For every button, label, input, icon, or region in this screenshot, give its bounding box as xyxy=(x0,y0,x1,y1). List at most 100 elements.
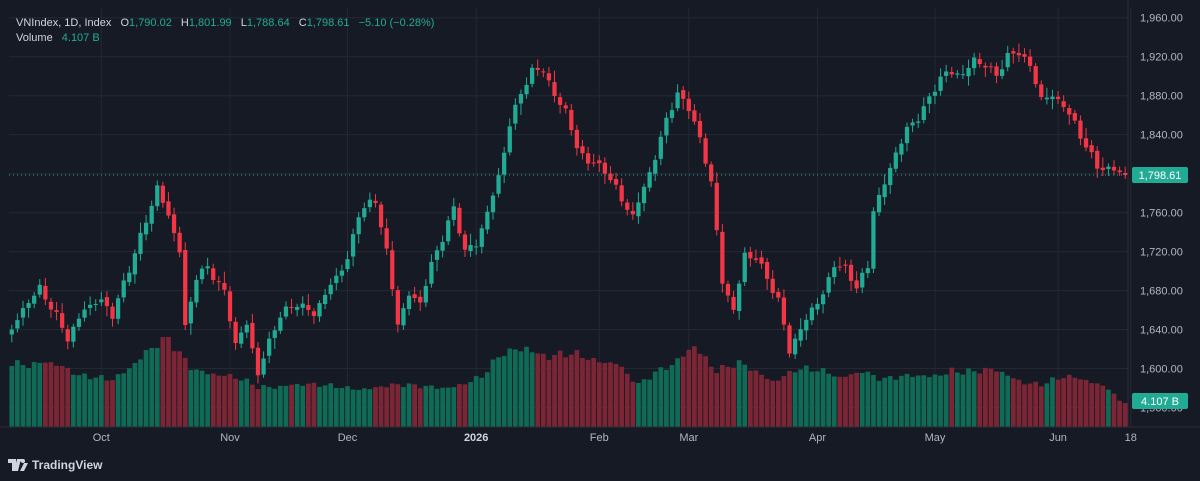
candle-body xyxy=(697,120,703,138)
candle xyxy=(602,157,607,184)
volume-bar xyxy=(798,369,804,427)
price-axis[interactable]: 1,960.001,920.001,880.001,840.001,800.00… xyxy=(1127,0,1183,427)
volume-bar xyxy=(26,368,31,427)
candle-body xyxy=(944,71,949,76)
candle-body xyxy=(916,121,921,123)
volume-bar xyxy=(1044,383,1050,427)
volume-bar xyxy=(736,360,742,427)
volume-bar xyxy=(98,375,104,427)
candle xyxy=(166,192,171,219)
volume-bar xyxy=(680,356,686,427)
volume-bar xyxy=(429,385,434,427)
candle xyxy=(446,216,451,246)
candle xyxy=(625,198,630,216)
candle xyxy=(524,77,529,99)
candle-body xyxy=(434,250,440,260)
candle-body xyxy=(798,329,803,341)
candle-body xyxy=(121,280,126,298)
volume-bar xyxy=(865,371,871,427)
candle-body xyxy=(451,206,456,220)
low-label: L xyxy=(240,17,247,29)
candle xyxy=(295,303,300,317)
candle xyxy=(848,259,854,291)
candle xyxy=(345,251,350,273)
volume-bar xyxy=(647,379,652,427)
candle-body xyxy=(395,290,400,325)
candle xyxy=(356,212,361,244)
candle-body xyxy=(854,280,859,289)
last-volume-badge xyxy=(1132,393,1188,409)
volume-bar xyxy=(882,377,887,427)
volume-label[interactable]: Volume xyxy=(16,32,53,44)
candle xyxy=(742,247,747,286)
candle xyxy=(546,67,552,87)
candle-body xyxy=(48,301,54,310)
candle-body xyxy=(502,152,507,175)
volume-bar xyxy=(692,346,697,427)
candle-body xyxy=(278,317,283,331)
candle xyxy=(1072,109,1077,124)
candle xyxy=(434,245,440,272)
candle-body xyxy=(149,205,154,224)
price-tick-label: 1,880.00 xyxy=(1140,91,1183,103)
volume-bar xyxy=(1016,379,1022,427)
volume-bar xyxy=(121,373,127,427)
candle-body xyxy=(675,92,680,109)
volume-bar xyxy=(278,385,283,427)
volume-bar xyxy=(210,373,216,427)
candle-body xyxy=(104,297,110,307)
volume-bar xyxy=(283,385,289,427)
volume-bar xyxy=(65,367,71,427)
time-tick-label: 18 xyxy=(1125,432,1137,444)
volume-bar xyxy=(132,362,138,427)
candle xyxy=(1033,63,1038,88)
volume-bar xyxy=(641,379,647,427)
volume-bar xyxy=(720,364,725,427)
time-tick-label: Mar xyxy=(679,432,698,444)
volume-bar xyxy=(305,383,311,427)
candle xyxy=(462,230,468,257)
volume-bar xyxy=(535,353,541,427)
candle-body xyxy=(1100,167,1105,171)
candle-body xyxy=(602,162,607,174)
candle xyxy=(1106,163,1111,176)
candle-body xyxy=(804,319,809,331)
volume-bar xyxy=(216,375,222,427)
price-legend-row: VNIndex, 1D, Index O1,790.02 H1,801.99 L… xyxy=(16,16,434,31)
candle xyxy=(278,311,283,334)
volume-bar xyxy=(205,374,210,427)
candle-body xyxy=(664,117,669,136)
candle-body xyxy=(826,277,831,293)
candle xyxy=(412,286,417,303)
volume-bar xyxy=(787,371,792,427)
volume-bar xyxy=(669,365,675,427)
candle xyxy=(395,285,400,333)
volume-bar xyxy=(160,337,166,427)
candle-body xyxy=(350,234,356,257)
candlestick-series xyxy=(9,43,1128,384)
candle-body xyxy=(194,279,199,303)
candle-body xyxy=(653,159,658,174)
candle xyxy=(502,146,507,184)
tradingview-brand[interactable]: TradingView xyxy=(8,458,102,472)
candle-body xyxy=(636,202,641,217)
candle-body xyxy=(949,71,954,75)
volume-bar xyxy=(602,362,608,427)
candle-body xyxy=(921,106,926,120)
candle-body xyxy=(742,252,747,282)
symbol-label[interactable]: VNIndex, 1D, Index xyxy=(16,17,112,29)
time-axis[interactable]: Oct Nov Dec 2026 Feb Mar Apr May Jun 18 xyxy=(0,426,1200,444)
volume-bar xyxy=(345,386,350,427)
price-tick-label: 1,680.00 xyxy=(1140,286,1183,298)
volume-bar xyxy=(803,365,809,427)
volume-bar xyxy=(1010,378,1016,427)
volume-bar xyxy=(37,362,43,427)
volume-bar xyxy=(1100,385,1106,427)
open-label: O xyxy=(120,17,130,29)
candle-body xyxy=(261,358,266,375)
volume-bar xyxy=(658,367,664,427)
candle xyxy=(82,301,87,322)
candle-body xyxy=(490,195,496,213)
candle xyxy=(507,118,512,156)
